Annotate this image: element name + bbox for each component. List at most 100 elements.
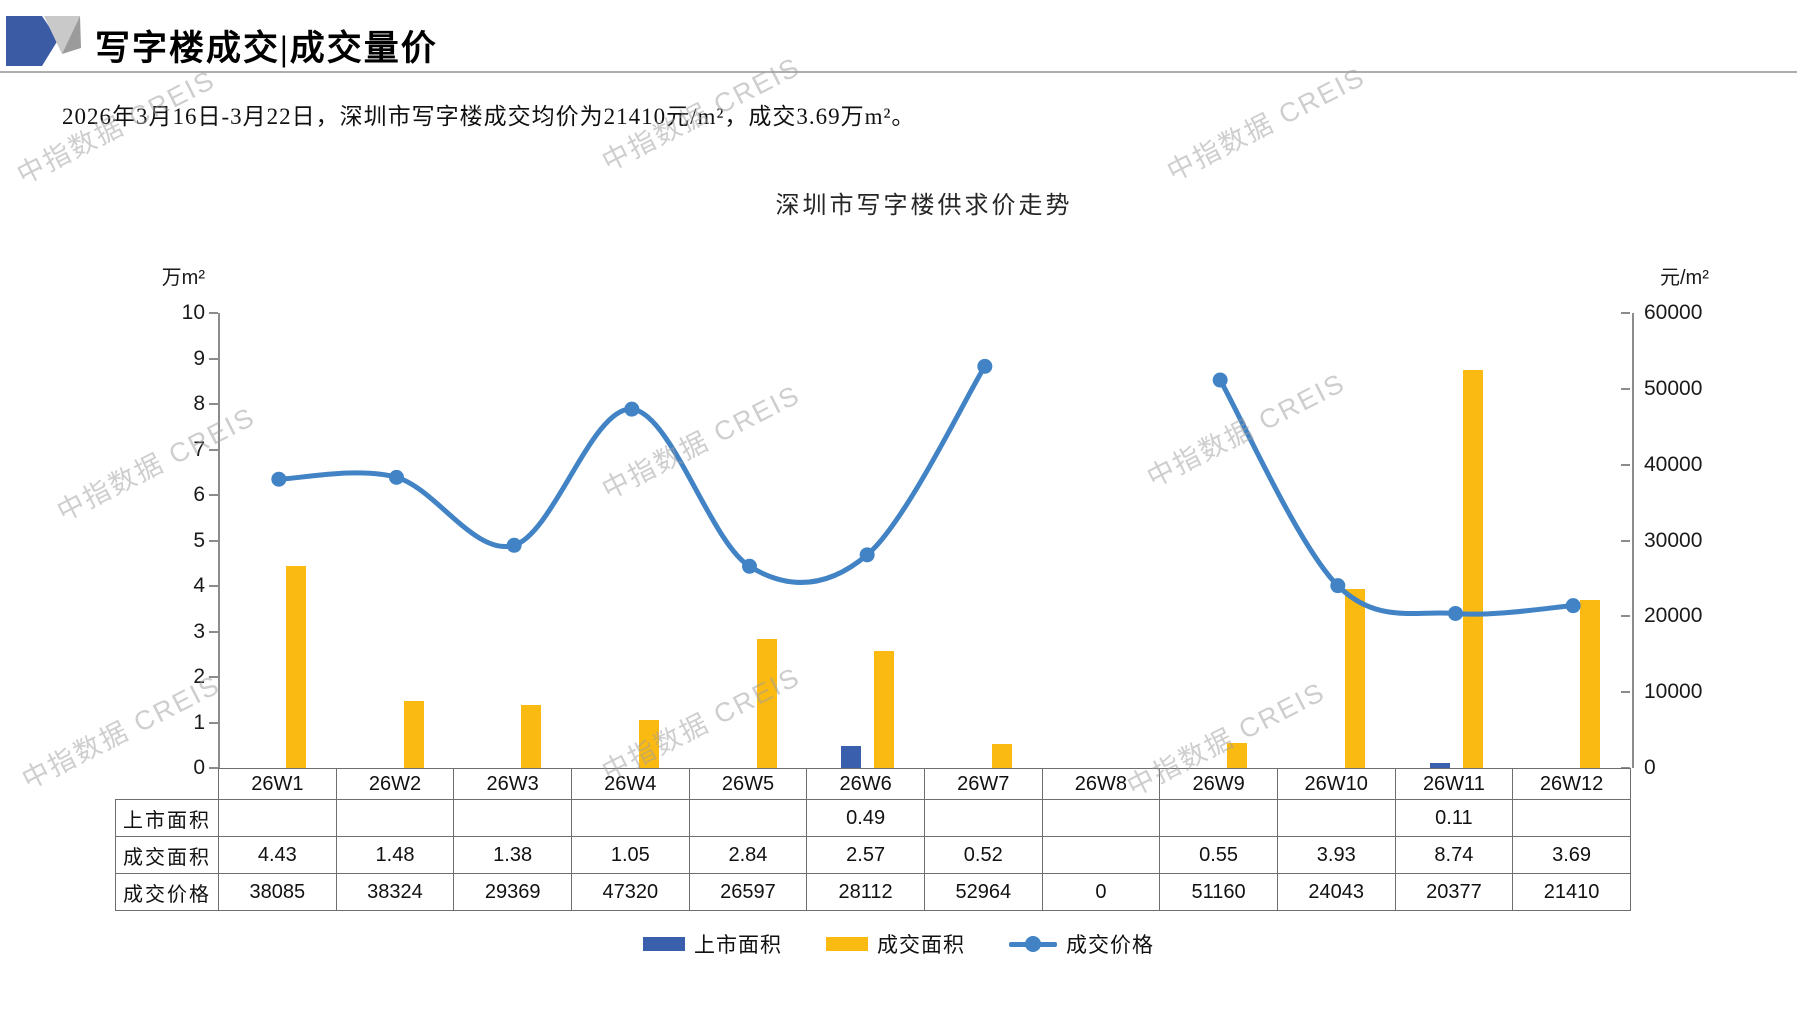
legend-item-成交价格: 成交价格: [1009, 929, 1154, 959]
bar-transaction-area-26W3: [521, 705, 542, 768]
price-marker-26W4: [624, 401, 640, 417]
table-cell-1-26W12: 3.69: [1512, 836, 1631, 874]
legend-bar-swatch-icon: [826, 937, 868, 951]
right-axis-unit: 元/m²: [1660, 267, 1709, 289]
table-cell-2-26W7: 52964: [923, 873, 1043, 911]
right-axis-tick-label: 50000: [1644, 376, 1703, 400]
left-axis-tick-label: 2: [193, 665, 205, 688]
price-marker-26W7: [977, 358, 993, 374]
bar-transaction-area-26W6: [874, 651, 895, 768]
table-header-26W10: 26W10: [1276, 768, 1396, 800]
table-cell-1-26W10: 3.93: [1276, 836, 1396, 874]
legend-label: 成交价格: [1066, 933, 1154, 957]
table-cell-1-26W9: 0.55: [1159, 836, 1278, 874]
table-header-26W7: 26W7: [923, 768, 1043, 800]
table-cell-0-26W6: 0.49: [806, 799, 925, 837]
table-cell-2-26W1: 38085: [218, 873, 337, 911]
table-cell-2-26W6: 28112: [806, 873, 925, 911]
table-row-label-2: 成交价格: [115, 873, 219, 911]
right-axis-tick-label: 20000: [1644, 604, 1703, 628]
table-cell-2-26W8: 0: [1041, 873, 1161, 911]
table-cell-0-26W8: [1041, 799, 1161, 837]
table-cell-1-26W3: 1.38: [453, 836, 572, 874]
right-axis-tick: [1621, 312, 1630, 314]
plot-area: [218, 313, 1634, 768]
table-cell-0-26W3: [453, 799, 572, 837]
table-cell-2-26W5: 26597: [688, 873, 808, 911]
left-axis-tick: [209, 448, 218, 451]
price-line-chart: [271, 358, 1581, 621]
table-cell-2-26W2: 38324: [335, 873, 455, 911]
table-cell-0-26W11: 0.11: [1394, 799, 1514, 837]
right-axis-tick-label: 0: [1644, 756, 1656, 779]
table-row-label-1: 成交面积: [115, 836, 219, 874]
table-header-26W2: 26W2: [335, 768, 455, 800]
price-marker-26W1: [271, 471, 287, 487]
legend-line-swatch-icon: [1009, 936, 1057, 952]
summary-text: 2026年3月16日-3月22日，深圳市写字楼成交均价为21410元/m²，成交…: [62, 104, 916, 129]
left-axis-tick: [209, 767, 218, 769]
table-cell-1-26W2: 1.48: [335, 836, 455, 874]
table-cell-0-26W7: [923, 799, 1043, 837]
chart-data-table: 26W1 26W2 26W3 26W4 26W5 26W6 26W7 26W8 26W9 26W1…: [115, 768, 1631, 911]
left-axis-tick: [209, 539, 218, 542]
table-cell-0-26W1: [218, 799, 337, 837]
table-header-26W4: 26W4: [570, 768, 690, 800]
left-axis-tick-label: 9: [193, 346, 205, 370]
table-cell-0-26W5: [688, 799, 808, 837]
left-axis-tick-label: 8: [193, 392, 205, 415]
left-axis-tick: [209, 357, 218, 360]
table-header-26W12: 26W12: [1512, 768, 1631, 800]
left-axis-tick: [209, 403, 218, 405]
table-cell-2-26W9: 51160: [1159, 873, 1278, 911]
table-cell-1-26W8: [1041, 836, 1161, 874]
legend-item-成交面积: 成交面积: [826, 929, 965, 959]
chart-title: 深圳市写字楼供求价走势: [775, 193, 1073, 219]
bar-transaction-area-26W11: [1462, 370, 1483, 768]
bar-listing-area-26W6: [841, 745, 862, 768]
bar-transaction-area-26W5: [756, 638, 777, 768]
chart-legend: 上市面积 成交面积 成交价格: [0, 929, 1797, 959]
right-axis-tick-label: 10000: [1644, 680, 1703, 704]
table-header-26W11: 26W11: [1394, 768, 1514, 800]
left-axis-tick-label: 5: [193, 528, 205, 552]
left-axis-tick-label: 6: [193, 483, 205, 506]
creis-logo-icon: [6, 16, 81, 66]
bar-transaction-area-26W1: [285, 566, 306, 768]
right-axis-tick: [1621, 539, 1630, 542]
right-axis-tick-label: 40000: [1644, 452, 1703, 476]
price-line-segment: [276, 363, 988, 585]
page-title: 写字楼成交|成交量价: [95, 29, 438, 68]
header-divider: [0, 71, 1797, 73]
table-cell-2-26W3: 29369: [453, 873, 572, 911]
bar-transaction-area-26W2: [403, 700, 424, 768]
price-marker-26W2: [389, 469, 404, 485]
price-marker-26W3: [506, 537, 522, 553]
table-cell-1-26W11: 8.74: [1394, 836, 1514, 874]
price-marker-26W12: [1565, 598, 1581, 614]
left-axis-tick: [209, 676, 218, 678]
price-marker-26W5: [742, 558, 757, 574]
table-cell-2-26W4: 47320: [570, 873, 690, 911]
legend-item-上市面积: 上市面积: [643, 929, 782, 959]
table-cell-0-26W2: [335, 799, 455, 837]
left-axis-tick-label: 4: [193, 574, 205, 597]
table-header-26W8: 26W8: [1041, 768, 1161, 800]
right-axis-tick-label: 30000: [1644, 528, 1703, 552]
left-axis-tick-label: 7: [193, 437, 205, 461]
legend-label: 上市面积: [694, 933, 782, 957]
right-axis-tick: [1621, 463, 1630, 466]
table-row-label-0: 上市面积: [115, 799, 219, 837]
left-axis-unit: 万m²: [161, 267, 205, 289]
table-cell-0-26W9: [1159, 799, 1278, 837]
table-cell-1-26W4: 1.05: [570, 836, 690, 874]
left-axis-tick-label: 0: [193, 756, 205, 779]
legend-dot-icon: [1025, 936, 1041, 952]
price-marker-26W6: [859, 547, 875, 563]
table-header-26W9: 26W9: [1159, 768, 1278, 800]
right-axis-tick: [1621, 387, 1630, 390]
legend-bar-swatch-icon: [643, 937, 685, 951]
bar-transaction-area-26W4: [638, 720, 659, 768]
table-header-26W3: 26W3: [453, 768, 572, 800]
